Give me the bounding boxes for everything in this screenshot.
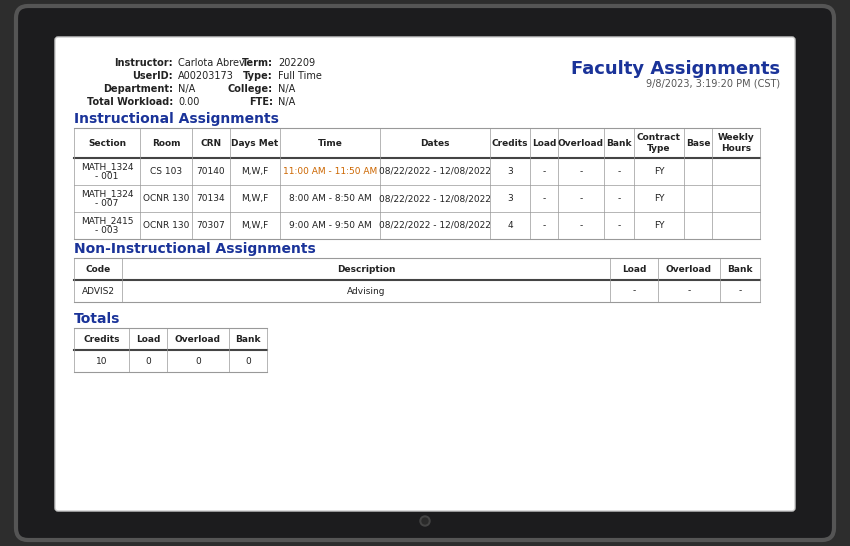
Text: Overload: Overload	[175, 335, 221, 343]
Text: Type:: Type:	[243, 71, 273, 81]
FancyBboxPatch shape	[16, 6, 834, 540]
Text: 70307: 70307	[196, 221, 225, 230]
Text: Bank: Bank	[606, 139, 632, 147]
Text: 08/22/2022 - 12/08/2022: 08/22/2022 - 12/08/2022	[379, 194, 491, 203]
Text: Carlota Abrev: Carlota Abrev	[178, 58, 245, 68]
Text: OCNR 130: OCNR 130	[143, 221, 190, 230]
Text: -: -	[632, 287, 636, 295]
Text: FY: FY	[654, 221, 664, 230]
Text: 3: 3	[507, 167, 513, 176]
Text: Non-Instructional Assignments: Non-Instructional Assignments	[74, 242, 315, 256]
Text: Overload: Overload	[666, 264, 712, 274]
Text: A00203173: A00203173	[178, 71, 234, 81]
Text: -: -	[688, 287, 690, 295]
Text: Weekly
Hours: Weekly Hours	[717, 133, 754, 153]
Text: M,W,F: M,W,F	[241, 167, 269, 176]
Text: -: -	[580, 221, 582, 230]
Text: Code: Code	[85, 264, 110, 274]
Text: -: -	[739, 287, 741, 295]
Text: -: -	[617, 221, 620, 230]
Text: M,W,F: M,W,F	[241, 194, 269, 203]
Text: 08/22/2022 - 12/08/2022: 08/22/2022 - 12/08/2022	[379, 221, 491, 230]
Text: Load: Load	[532, 139, 556, 147]
Text: Instructor:: Instructor:	[115, 58, 173, 68]
Text: -: -	[542, 167, 546, 176]
Text: -: -	[617, 194, 620, 203]
Text: -: -	[580, 194, 582, 203]
Text: Advising: Advising	[347, 287, 385, 295]
Text: Faculty Assignments: Faculty Assignments	[571, 60, 780, 78]
Text: Total Workload:: Total Workload:	[87, 97, 173, 107]
Text: Bank: Bank	[728, 264, 753, 274]
Text: 70140: 70140	[196, 167, 225, 176]
Text: Room: Room	[152, 139, 180, 147]
Text: Dates: Dates	[420, 139, 450, 147]
Text: College:: College:	[228, 84, 273, 94]
Text: 8:00 AM - 8:50 AM: 8:00 AM - 8:50 AM	[289, 194, 371, 203]
Text: N/A: N/A	[278, 84, 295, 94]
Text: 08/22/2022 - 12/08/2022: 08/22/2022 - 12/08/2022	[379, 167, 491, 176]
Text: 11:00 AM - 11:50 AM: 11:00 AM - 11:50 AM	[283, 167, 377, 176]
Text: Bank: Bank	[235, 335, 261, 343]
Text: M,W,F: M,W,F	[241, 221, 269, 230]
Text: Load: Load	[622, 264, 646, 274]
Text: Credits: Credits	[492, 139, 528, 147]
Text: 3: 3	[507, 194, 513, 203]
Text: Base: Base	[686, 139, 711, 147]
Text: Full Time: Full Time	[278, 71, 322, 81]
Text: -: -	[542, 194, 546, 203]
Text: 70134: 70134	[196, 194, 225, 203]
Text: N/A: N/A	[178, 84, 196, 94]
Text: 4: 4	[507, 221, 513, 230]
Text: MATH_1324
- 007: MATH_1324 - 007	[81, 189, 133, 208]
Text: Contract
Type: Contract Type	[637, 133, 681, 153]
Text: MATH_2415
- 003: MATH_2415 - 003	[81, 216, 133, 235]
Text: Days Met: Days Met	[231, 139, 279, 147]
Text: -: -	[542, 221, 546, 230]
Text: FY: FY	[654, 194, 664, 203]
Text: Totals: Totals	[74, 312, 121, 326]
Text: MATH_1324
- 001: MATH_1324 - 001	[81, 162, 133, 181]
Text: Department:: Department:	[103, 84, 173, 94]
Text: 0: 0	[145, 357, 150, 365]
Text: 9:00 AM - 9:50 AM: 9:00 AM - 9:50 AM	[289, 221, 371, 230]
Text: OCNR 130: OCNR 130	[143, 194, 190, 203]
Text: Term:: Term:	[242, 58, 273, 68]
Text: CRN: CRN	[201, 139, 222, 147]
Text: -: -	[617, 167, 620, 176]
Text: FTE:: FTE:	[249, 97, 273, 107]
Text: Section: Section	[88, 139, 126, 147]
Text: -: -	[580, 167, 582, 176]
Text: CS 103: CS 103	[150, 167, 182, 176]
Text: Description: Description	[337, 264, 395, 274]
Text: 0: 0	[196, 357, 201, 365]
Text: 202209: 202209	[278, 58, 315, 68]
Text: 0: 0	[245, 357, 251, 365]
FancyBboxPatch shape	[55, 37, 795, 511]
Text: 9/8/2023, 3:19:20 PM (CST): 9/8/2023, 3:19:20 PM (CST)	[646, 78, 780, 88]
Text: Credits: Credits	[83, 335, 120, 343]
Text: 0.00: 0.00	[178, 97, 200, 107]
Text: 10: 10	[96, 357, 107, 365]
Text: ADVIS2: ADVIS2	[82, 287, 115, 295]
Text: Time: Time	[318, 139, 343, 147]
Text: Overload: Overload	[558, 139, 604, 147]
Text: N/A: N/A	[278, 97, 295, 107]
Circle shape	[422, 518, 428, 524]
Text: UserID:: UserID:	[133, 71, 173, 81]
Text: FY: FY	[654, 167, 664, 176]
Text: Instructional Assignments: Instructional Assignments	[74, 112, 279, 126]
Circle shape	[420, 516, 430, 526]
Text: Load: Load	[136, 335, 160, 343]
